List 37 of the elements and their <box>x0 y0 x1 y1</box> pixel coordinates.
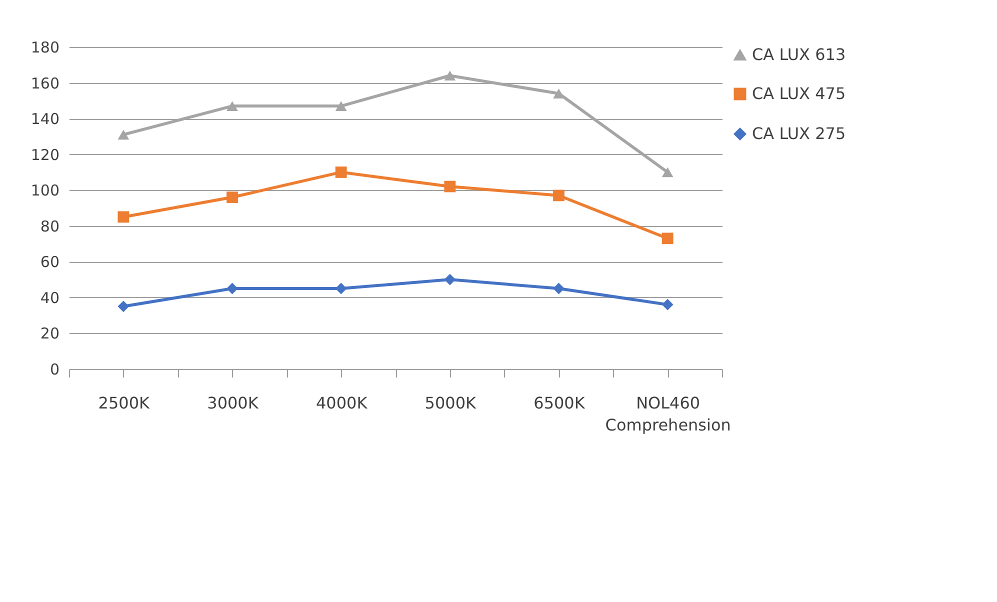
y-tick-label: 120 <box>30 146 60 164</box>
point <box>553 190 564 202</box>
point <box>444 274 456 286</box>
legend-label: CA LUX 475 <box>752 84 846 103</box>
legend-label: CA LUX 613 <box>752 45 846 64</box>
point <box>335 282 347 294</box>
point <box>335 101 347 111</box>
point <box>553 282 564 294</box>
point <box>118 211 130 223</box>
point <box>118 300 130 312</box>
point <box>662 298 674 310</box>
point <box>662 232 674 244</box>
point <box>226 192 238 203</box>
x-tick-label: 3000K <box>207 394 259 412</box>
y-tick-label: 180 <box>30 38 60 56</box>
y-tick-label: 40 <box>40 288 60 307</box>
x-tick-label: NOL460 Comprehension <box>605 394 731 434</box>
point <box>226 282 238 294</box>
point <box>553 88 564 98</box>
point <box>444 180 456 192</box>
x-tick-label: 4000K <box>316 394 368 412</box>
x-tick-label: 6500K <box>534 394 586 412</box>
y-tick-label: 60 <box>40 253 60 272</box>
legend-label: CA LUX 275 <box>752 124 846 143</box>
point <box>662 167 674 178</box>
x-tick-label: 2500K <box>98 394 150 412</box>
y-tick-label: 140 <box>30 110 60 128</box>
y-tick-label: 0 <box>50 360 60 378</box>
point <box>226 101 238 111</box>
point <box>118 130 130 140</box>
y-tick-label: 100 <box>30 182 60 200</box>
point <box>335 166 347 178</box>
x-tick-label: 5000K <box>424 394 477 412</box>
y-tick-label: 80 <box>40 217 60 236</box>
y-tick-label: 20 <box>40 324 60 343</box>
y-tick-label: 160 <box>30 74 60 92</box>
point <box>444 70 456 81</box>
